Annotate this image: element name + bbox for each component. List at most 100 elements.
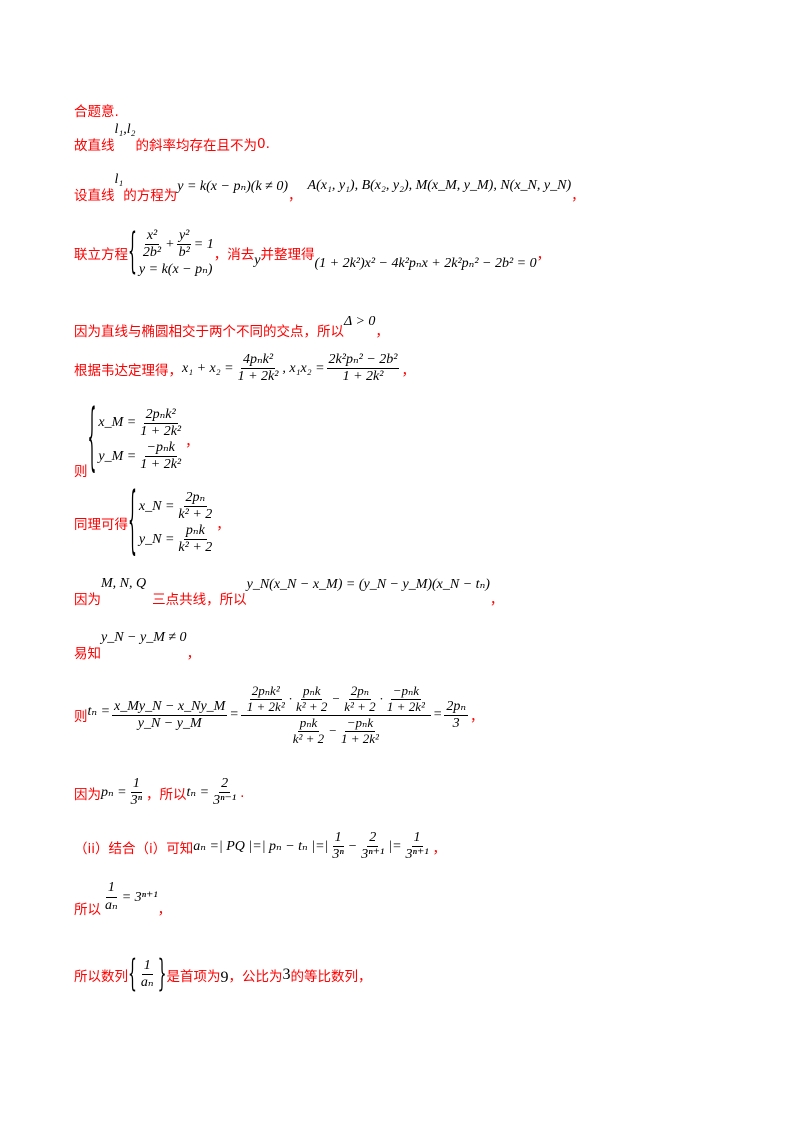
frac-num: 4pₙk² — [240, 352, 276, 370]
frac-den: 3ⁿ — [130, 793, 143, 809]
text-slope: 故直线 — [74, 138, 115, 154]
frac-den: 3ⁿ — [332, 847, 344, 863]
frac-num: 2pₙ — [444, 699, 469, 716]
math-seq: { 1 aₙ } — [128, 953, 167, 996]
math-tn-result: tₙ = 2 3ⁿ⁻¹ — [187, 776, 241, 809]
frac-den: k² + 2 — [295, 698, 328, 714]
line-14: 所以 1 aₙ = 3ⁿ⁺¹ ， — [74, 876, 171, 918]
math-reciprocal: 1 aₙ = 3ⁿ⁺¹ — [101, 880, 158, 913]
line-2: 故直线 l₁,l₂ 的斜率均存在且不为 0. — [74, 122, 270, 154]
punct: . — [240, 784, 245, 801]
frac-den: 3 — [452, 715, 460, 731]
text-conclusion: 合题意. — [74, 104, 119, 120]
text-combine: 联立方程 — [74, 247, 128, 264]
frac-num: 2 — [367, 830, 379, 848]
frac-den: 3ⁿ⁻¹ — [213, 793, 237, 809]
prod-lhs: , x₁x₂ = — [282, 360, 325, 376]
frac-den: 1 + 2k² — [140, 423, 182, 439]
text-first-term: 是首项为 — [166, 968, 221, 985]
frac-num: 2 — [219, 776, 231, 794]
big-frac: 2pₙk² 1 + 2k² · pₙk k² + 2 − 2pₙ k² + 2 · −… — [240, 683, 431, 747]
frac-den: 1 + 2k² — [246, 698, 285, 714]
frac-num: x² — [144, 228, 160, 246]
line-15: 所以数列 { 1 aₙ } 是首项为 9 ，公比为 3 的等比数列， — [74, 953, 372, 996]
text-then: 则 — [74, 464, 88, 480]
minus: − — [347, 838, 358, 854]
math-neq: y_N − y_M ≠ 0 — [101, 630, 187, 645]
line-13: （ii）结合（i）可知 aₙ =| PQ |=| pₙ − tₙ |=| 1 3ⁿ… — [74, 830, 446, 863]
frac-den: k² + 2 — [178, 507, 213, 523]
text-because: 因为 — [74, 592, 101, 608]
an-eq: aₙ =| PQ |=| pₙ − tₙ |=| — [193, 839, 329, 855]
tn: tₙ = — [186, 785, 210, 801]
frac-num: pₙk — [297, 714, 320, 732]
math-midpoint-n: { x_N = 2pₙ k² + 2 y_N = pₙk k² + 2 — [128, 481, 213, 565]
text-set-line: 设直线 — [74, 188, 115, 204]
math-lines: l₁,l₂ — [114, 122, 136, 137]
line-4: 联立方程 { x² 2b² + y² b² = 1 y = k(x − pₙ) ，消… — [74, 225, 551, 281]
frac-num: 1 — [411, 830, 423, 848]
math-collinear-eq: y_N(x_N − x_M) = (y_N − y_M)(x_N − tₙ) — [246, 576, 490, 592]
sys-line-eq: y = k(x − pₙ) — [138, 262, 213, 278]
punct: ， — [571, 188, 585, 204]
text-simplify: 并整理得 — [260, 247, 315, 264]
math-midpoint-m: { x_M = 2pₙk² 1 + 2k² y_M = −pₙk 1 + 2k² — [87, 398, 182, 482]
text-ratio: ，公比为 — [228, 968, 283, 985]
line-12: 因为 pₙ = 1 3ⁿ ，所以 tₙ = 2 3ⁿ⁻¹ . — [74, 776, 244, 809]
frac-den: 3ⁿ⁺¹ — [405, 847, 429, 863]
line-5: 因为直线与椭圆相交于两个不同的交点，所以 Δ > 0 ， — [74, 314, 389, 340]
text-equation-is: 的方程为 — [123, 188, 178, 204]
math-quadratic: (1 + 2k²)x² − 4k²pₙx + 2k²pₙ² − 2b² = 0 — [314, 255, 537, 271]
text-intersect: 因为直线与椭圆相交于两个不同的交点，所以 — [74, 324, 344, 340]
frac-den: y_N − y_M — [137, 715, 202, 731]
math-an: aₙ =| PQ |=| pₙ − tₙ |=| 1 3ⁿ − 2 3ⁿ⁺¹ |= … — [193, 830, 432, 863]
punct: ， — [288, 188, 302, 204]
rhs: = 1 — [193, 236, 214, 252]
text-geometric: 的等比数列， — [290, 968, 372, 985]
ym: y_M = — [98, 448, 137, 464]
frac-den: k² + 2 — [178, 540, 213, 556]
frac-num: y² — [176, 228, 192, 246]
math-y: y — [254, 253, 261, 269]
text-similarly: 同理可得 — [74, 517, 128, 534]
yn: y_N = — [138, 531, 175, 547]
math-pn: pₙ = 1 3ⁿ — [101, 776, 146, 809]
line-8: 同理可得 { x_N = 2pₙ k² + 2 y_N = pₙk k² + 2 ， — [74, 481, 230, 565]
frac-den: k² + 2 — [344, 698, 376, 714]
tn: tₙ = — [87, 703, 111, 719]
frac-den: 1 + 2k² — [386, 698, 425, 714]
frac-num: −pₙk — [144, 440, 177, 458]
punct: ， — [536, 247, 551, 264]
punct: ， — [375, 324, 389, 340]
line-1: 合题意. — [74, 100, 119, 120]
math-system: { x² 2b² + y² b² = 1 y = k(x − pₙ) — [128, 225, 214, 281]
text-sequence: 所以数列 — [74, 968, 128, 985]
frac-den: 1 + 2k² — [340, 730, 379, 746]
math-mnq: M, N, Q — [101, 576, 147, 591]
frac-num: 2pₙ — [348, 683, 372, 700]
text-because: 因为 — [74, 786, 101, 803]
text-easy: 易知 — [74, 646, 101, 662]
frac-num: 2pₙk² — [143, 407, 178, 424]
frac-num: 2pₙ — [183, 490, 208, 508]
minus: − — [328, 722, 337, 738]
math-points: A(x₁, y₁), B(x₂, y₂), M(x_M, y_M), N(x_N… — [307, 178, 572, 193]
frac-den: aₙ — [140, 975, 154, 991]
frac-num: pₙk — [183, 523, 207, 541]
text-so: 所以 — [74, 902, 101, 918]
text-zero: 0. — [257, 136, 270, 152]
frac-den: 3ⁿ⁺¹ — [361, 847, 385, 863]
eq: = — [229, 707, 239, 723]
dot: · — [379, 690, 383, 706]
text-then: 则 — [74, 709, 88, 726]
punct: ， — [470, 709, 484, 726]
eq: |= — [388, 838, 402, 854]
frac-num: 1 — [105, 880, 117, 898]
math-ratio: 3 — [282, 965, 291, 983]
text-vieta: 根据韦达定理得， — [74, 362, 182, 379]
frac-num: 1 — [332, 830, 344, 848]
eq: = 3ⁿ⁺¹ — [121, 889, 158, 905]
text-collinear: 三点共线，所以 — [152, 592, 247, 608]
text-combine-i: （ii）结合（i）可知 — [74, 840, 194, 857]
math-delta: Δ > 0 — [344, 314, 376, 329]
